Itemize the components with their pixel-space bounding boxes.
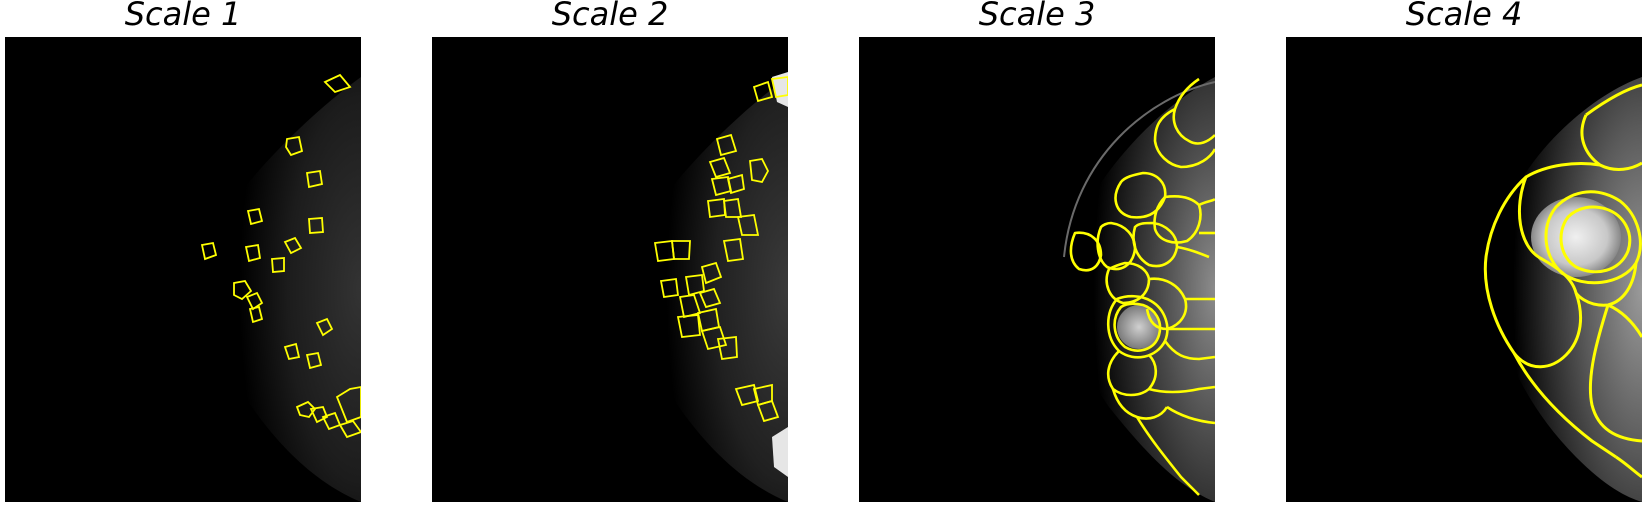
- panel-scale-4: Scale 4: [1286, 0, 1642, 505]
- panel-scale-3: Scale 3: [859, 0, 1215, 505]
- skin-line: [1063, 81, 1215, 258]
- mammogram-image: [432, 37, 788, 502]
- region-outlines: [200, 73, 361, 439]
- segmentation-overlay: [198, 73, 361, 502]
- panel-title: Scale 3: [978, 0, 1096, 33]
- breast-tissue: [1490, 77, 1642, 502]
- panel-title: Scale 2: [551, 0, 669, 33]
- region-outlines: [1069, 77, 1215, 496]
- bright-tissue: [772, 72, 788, 107]
- mammogram-image: [5, 37, 361, 502]
- segmentation-overlay: [1063, 77, 1215, 502]
- bright-tissue: [772, 427, 788, 477]
- mammogram-image: [859, 37, 1215, 502]
- breast-tissue: [198, 77, 361, 502]
- panel-title: Scale 1: [124, 0, 242, 33]
- breast-tissue: [625, 77, 788, 502]
- region-outlines: [653, 76, 788, 423]
- panel-title: Scale 4: [1405, 0, 1523, 33]
- panel-scale-2: Scale 2: [432, 0, 788, 505]
- panel-scale-1: Scale 1: [5, 0, 361, 505]
- mass-lesion: [1531, 197, 1621, 277]
- segmentation-overlay: [625, 72, 788, 502]
- region-outlines: [1483, 83, 1642, 479]
- segmentation-overlay: [1483, 77, 1642, 502]
- mammogram-image: [1286, 37, 1642, 502]
- breast-tissue: [1063, 77, 1215, 502]
